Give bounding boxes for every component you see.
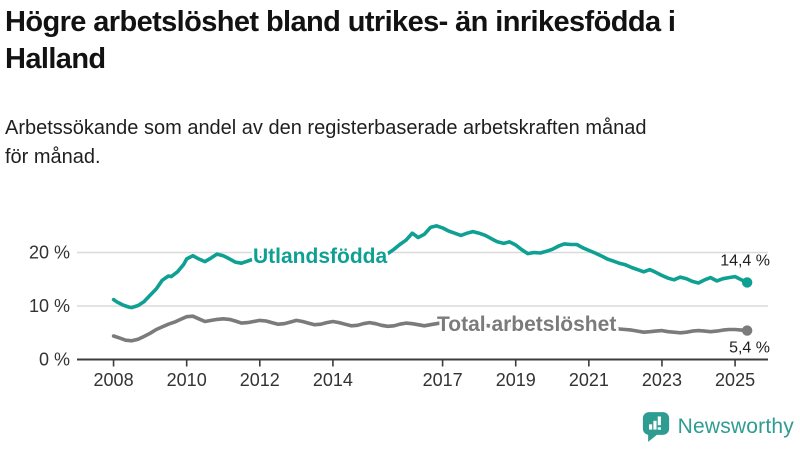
x-axis-tick-label: 2010 [167, 370, 207, 390]
y-axis-tick-label: 20 % [29, 243, 70, 263]
series-line-total-arbetsl-shet [111, 314, 749, 343]
x-axis-tick-label: 2019 [496, 370, 536, 390]
y-axis-tick-label: 10 % [29, 296, 70, 316]
newsworthy-logo-text: Newsworthy [677, 414, 794, 438]
x-axis-tick-label: 2008 [94, 370, 134, 390]
x-axis-tick-label: 2023 [642, 370, 682, 390]
series-label: Total arbetslöshet [437, 313, 616, 336]
series-end-dot [741, 277, 753, 288]
y-axis-tick-label: 0 % [39, 350, 70, 370]
x-axis-tick-label: 2025 [715, 370, 755, 390]
chart-subtitle: Arbetssökande som andel av den registerb… [5, 117, 647, 168]
x-axis-tick-label: 2012 [240, 370, 280, 390]
series-end-dot [741, 325, 753, 336]
series-end-value-label: 14,4 % [720, 252, 770, 269]
newsworthy-logo: Newsworthy [642, 411, 794, 442]
x-axis-tick-label: 2014 [313, 370, 353, 390]
chart-title: Högre arbetslöshet bland utrikes- än inr… [5, 6, 676, 75]
newsworthy-speech-bubble-bar-chart-icon [642, 412, 669, 442]
x-axis-tick-label: 2021 [569, 370, 609, 390]
x-axis-tick-label: 2017 [423, 370, 463, 390]
series-end-value-label: 5,4 % [729, 340, 770, 357]
series-label: Utlandsfödda [253, 245, 387, 268]
series-line-utlandsf-dda [111, 224, 749, 310]
